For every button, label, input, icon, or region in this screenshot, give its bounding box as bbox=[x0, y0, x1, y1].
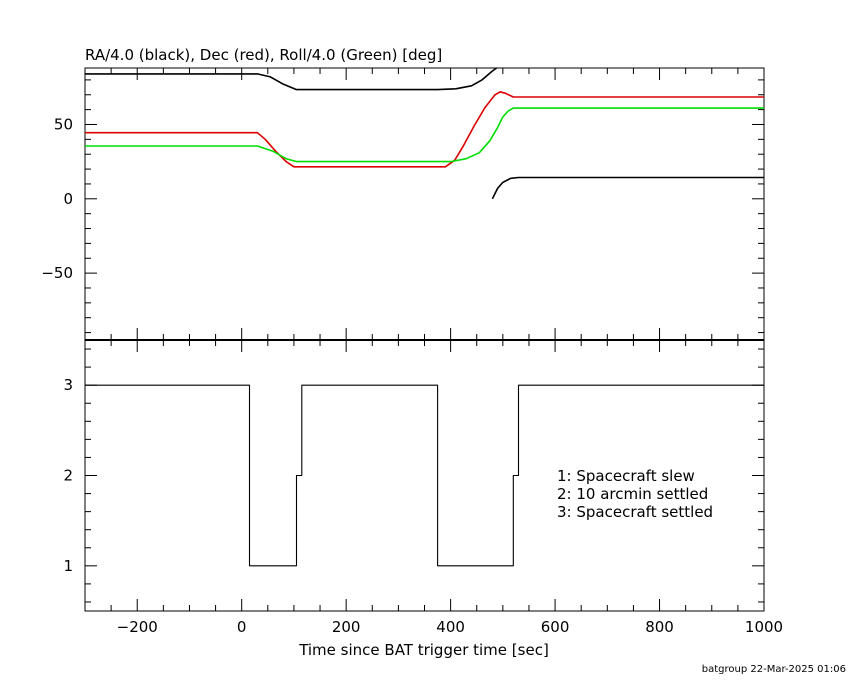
attitude-series-1-line-0 bbox=[85, 91, 764, 168]
attitude-y-tick-label: −50 bbox=[41, 264, 73, 282]
status-x-ticks: −200 0 200 400 600 800 1000 bbox=[84, 340, 783, 636]
attitude-title: RA/4.0 (black), Dec (red), Roll/4.0 (Gre… bbox=[85, 46, 442, 64]
legend-10-arcmin-settled: 2: 10 arcmin settled bbox=[557, 485, 708, 503]
status-series bbox=[85, 384, 764, 567]
x-tick-label: 200 bbox=[332, 618, 361, 636]
status-y-tick-label: 1 bbox=[63, 557, 73, 575]
x-tick-label: 400 bbox=[436, 618, 465, 636]
status-step-line bbox=[85, 384, 764, 567]
attitude-series bbox=[85, 67, 764, 200]
attitude-y-ticks: −50 0 50 bbox=[41, 79, 764, 334]
x-tick-label: −200 bbox=[117, 618, 158, 636]
x-tick-label: 800 bbox=[645, 618, 674, 636]
attitude-y-tick-label: 50 bbox=[54, 115, 73, 133]
legend-spacecraft-settled: 3: Spacecraft settled bbox=[557, 503, 713, 521]
x-tick-label: 600 bbox=[541, 618, 570, 636]
settle-status-panel: 1 2 3 −200 0 200 400 600 800 1000 1: Spacecraft … bbox=[63, 339, 783, 659]
x-tick-label: 1000 bbox=[745, 618, 783, 636]
legend-slew: 1: Spacecraft slew bbox=[557, 467, 695, 485]
attitude-y-tick-label: 0 bbox=[63, 190, 73, 208]
status-y-tick-label: 2 bbox=[63, 467, 73, 485]
footer-stamp: batgroup 22-Mar-2025 01:06 bbox=[702, 664, 846, 675]
attitude-panel: −50 0 50 RA/4.0 (black), Dec (red), Roll/4… bbox=[41, 46, 765, 341]
x-axis-label: Time since BAT trigger time [sec] bbox=[298, 641, 549, 659]
attitude-series-0-line-1 bbox=[491, 176, 764, 200]
attitude-series-2-line-0 bbox=[85, 107, 764, 163]
attitude-series-0-line-0 bbox=[85, 67, 498, 91]
x-tick-label: 0 bbox=[237, 618, 247, 636]
status-y-tick-label: 3 bbox=[63, 376, 73, 394]
